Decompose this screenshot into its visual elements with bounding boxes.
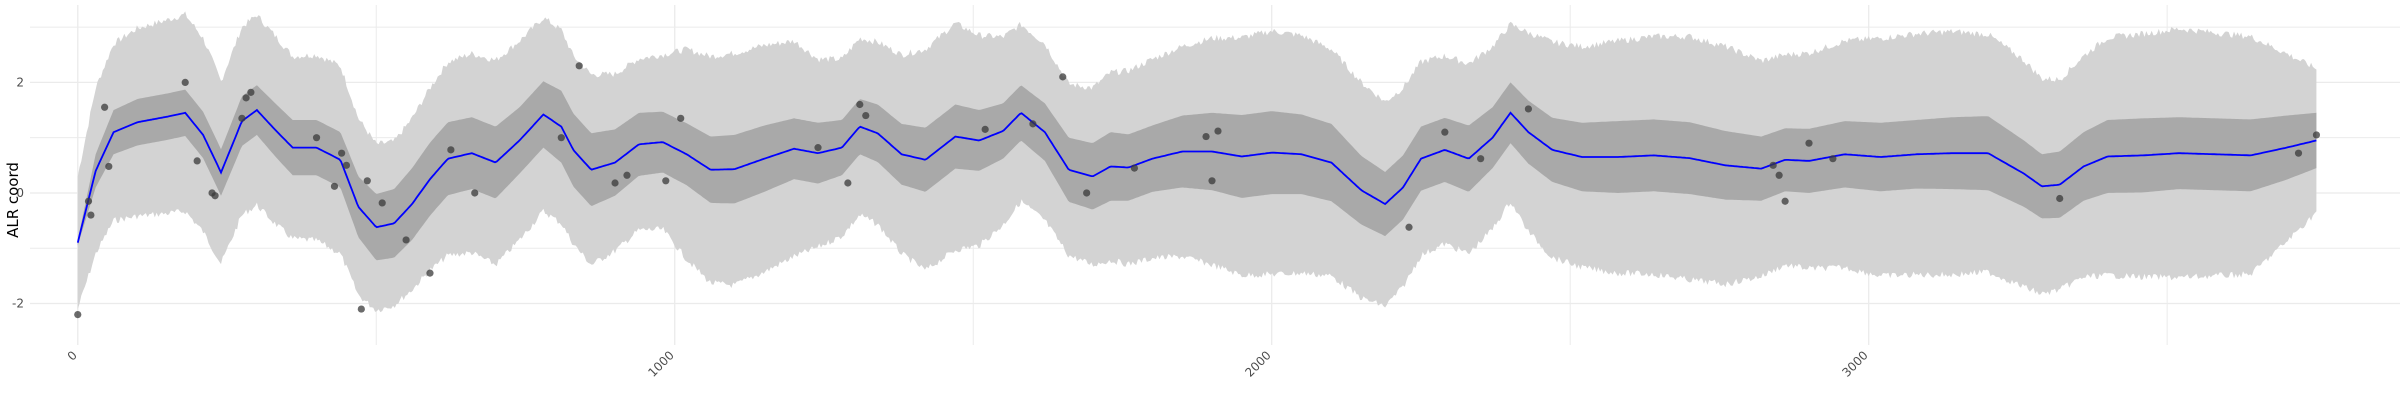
data-point xyxy=(105,162,113,171)
x-tick-label: 1000 xyxy=(645,348,676,379)
data-point xyxy=(87,211,95,219)
data-point xyxy=(242,94,250,102)
data-point xyxy=(338,149,346,157)
data-point xyxy=(862,111,870,120)
data-point xyxy=(357,305,365,313)
data-point xyxy=(662,177,670,185)
data-point xyxy=(1477,155,1485,163)
data-point xyxy=(1829,155,1837,163)
y-axis-ticks: -2 0 2 xyxy=(12,75,24,310)
data-point xyxy=(211,192,219,200)
data-point xyxy=(426,269,434,277)
y-tick-label: 0 xyxy=(16,186,24,200)
data-point xyxy=(2056,194,2064,203)
data-point xyxy=(363,177,371,185)
data-point xyxy=(1805,139,1813,147)
data-point xyxy=(1781,197,1789,205)
y-tick-label: -2 xyxy=(12,297,24,311)
data-point xyxy=(101,103,109,111)
data-point xyxy=(1208,177,1216,185)
data-point xyxy=(471,189,479,197)
data-point xyxy=(447,146,455,154)
data-point xyxy=(1775,171,1783,179)
data-point xyxy=(814,144,822,152)
data-point xyxy=(402,236,410,244)
y-axis-title: ALR coord xyxy=(4,162,22,238)
data-point xyxy=(2294,149,2303,157)
data-point xyxy=(981,125,989,133)
x-tick-label: 3000 xyxy=(1839,348,1870,379)
data-point xyxy=(1083,189,1091,197)
x-tick-label: 2000 xyxy=(1242,348,1273,379)
data-point xyxy=(1441,128,1449,136)
data-point xyxy=(856,100,864,109)
y-tick-label: 2 xyxy=(16,75,24,89)
data-point xyxy=(193,157,201,165)
data-point xyxy=(1029,120,1037,128)
data-point xyxy=(844,179,852,187)
data-point xyxy=(1202,132,1210,141)
data-point xyxy=(557,134,565,142)
data-point xyxy=(181,78,189,86)
data-point xyxy=(611,179,619,187)
mean-line-group xyxy=(76,108,2317,243)
data-point xyxy=(1214,127,1222,135)
data-point xyxy=(1059,73,1067,81)
x-axis-ticks: 0 1000 2000 3000 xyxy=(65,348,1871,379)
data-point xyxy=(677,114,685,122)
data-point xyxy=(238,114,246,122)
data-point xyxy=(623,171,631,179)
inner-interval-band xyxy=(77,81,2317,261)
observation-points xyxy=(74,62,2321,319)
data-point xyxy=(330,182,339,190)
data-point xyxy=(378,199,386,207)
data-point xyxy=(575,62,583,70)
inner-interval-band-group xyxy=(77,81,2317,261)
data-point xyxy=(2312,131,2321,139)
data-point xyxy=(312,134,321,142)
data-point xyxy=(342,161,350,169)
data-point xyxy=(84,197,93,205)
data-point xyxy=(1405,223,1413,231)
data-point xyxy=(1524,105,1533,113)
data-point xyxy=(1769,161,1777,169)
x-tick-label: 0 xyxy=(65,348,80,363)
data-point xyxy=(1130,164,1139,172)
data-point xyxy=(247,88,255,96)
data-point xyxy=(74,310,82,319)
mean-line xyxy=(76,108,2317,243)
